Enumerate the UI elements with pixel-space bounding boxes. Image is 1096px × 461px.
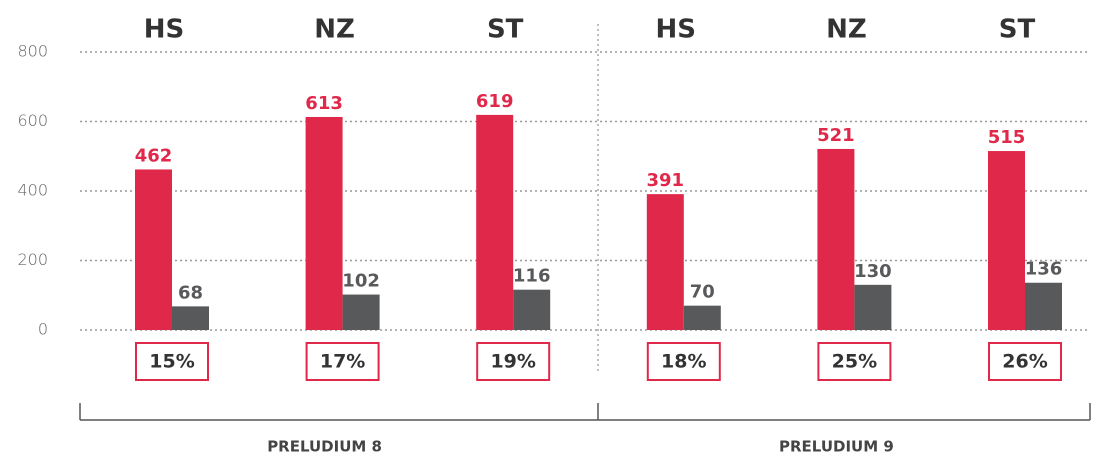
share-label: 17% (320, 351, 365, 373)
bar (817, 148, 855, 330)
y-tick-label: 600 (17, 111, 48, 130)
share-label: 25% (832, 351, 877, 373)
value-label: 515 (988, 127, 1026, 148)
share-label: 18% (661, 351, 706, 373)
bar (342, 294, 380, 330)
bar (1025, 282, 1062, 330)
value-label: 391 (647, 170, 685, 191)
group-label: PRELUDIUM 8 (267, 438, 382, 456)
category-label: NZ (314, 15, 355, 45)
bar (646, 194, 684, 330)
bar (135, 169, 172, 330)
value-label: 102 (342, 271, 380, 292)
value-label: 462 (135, 145, 173, 166)
share-box (817, 342, 892, 381)
value-label: 613 (305, 93, 343, 114)
share-box (646, 342, 721, 381)
category-label: ST (999, 15, 1036, 45)
category-label: HS (144, 15, 185, 45)
share-box (305, 342, 380, 381)
share-label: 26% (1002, 351, 1047, 373)
bar (854, 284, 892, 330)
share-box (988, 342, 1062, 381)
share-box (135, 342, 209, 381)
bar (683, 305, 721, 330)
value-label: 619 (476, 91, 514, 112)
share-box (476, 342, 551, 381)
value-label: 136 (1025, 259, 1063, 280)
share-label: 15% (149, 351, 194, 373)
share-label: 19% (490, 351, 535, 373)
value-label: 521 (817, 125, 855, 146)
value-label: 116 (513, 266, 551, 287)
y-tick-label: 800 (17, 42, 48, 61)
bar (305, 116, 343, 330)
category-label: ST (487, 15, 524, 45)
group-label: PRELUDIUM 9 (779, 438, 894, 456)
value-label: 68 (178, 282, 203, 303)
y-tick-label: 0 (38, 320, 48, 339)
bar (988, 151, 1025, 330)
category-label: NZ (826, 15, 867, 45)
bar (172, 306, 209, 330)
value-label: 130 (854, 261, 892, 282)
category-label: HS (656, 15, 697, 45)
value-label: 70 (690, 282, 715, 303)
bar (513, 289, 551, 330)
y-tick-label: 400 (17, 181, 48, 200)
bar (476, 114, 514, 331)
y-tick-label: 200 (17, 250, 48, 269)
